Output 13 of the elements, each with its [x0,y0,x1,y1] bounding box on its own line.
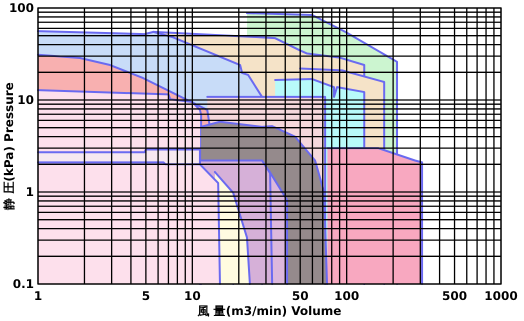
x-tick-label: 100 [334,289,360,303]
x-axis-title: 風 量(m3/min) Volume [196,304,342,318]
x-tick-label: 1 [34,289,42,303]
y-axis-title: 静 圧(kPa) Pressure [2,82,16,211]
y-tick-label: 10 [17,93,34,107]
y-tick-label: 100 [8,1,34,15]
x-tick-label: 10 [184,289,201,303]
y-tick-label: 0.1 [12,277,34,291]
x-tick-label: 5 [142,289,150,303]
x-tick-label: 1000 [484,289,518,303]
x-tick-label: 50 [292,289,309,303]
x-tick-label: 500 [442,289,468,303]
y-tick-label: 1 [26,185,34,199]
